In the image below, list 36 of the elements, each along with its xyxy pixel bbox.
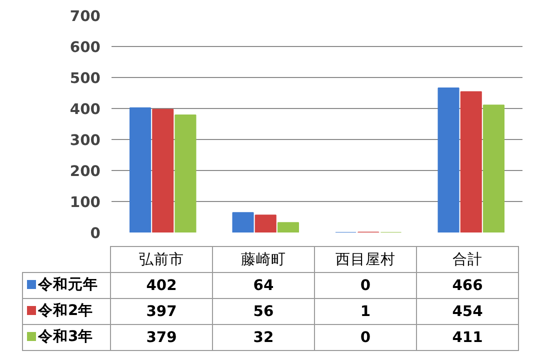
bar [254,214,276,232]
y-tick-label: 200 [70,163,100,180]
y-tick-label: 500 [70,70,100,87]
x-tick-label: 西目屋村 [314,246,416,272]
data-label: 379 [110,324,212,350]
bar [129,107,152,232]
x-tick-label: 藤崎町 [212,246,314,272]
y-tick-label: 600 [70,39,100,56]
bar [232,212,254,232]
y-tick-label: 100 [70,194,100,211]
bar [438,88,460,232]
data-label: 454 [416,298,518,324]
data-label: 0 [314,272,416,298]
data-label: 466 [416,272,518,298]
bar [482,104,505,232]
data-label: 1 [314,298,416,324]
data-label: 397 [110,298,212,324]
data-label: 56 [212,298,314,324]
bar [460,91,482,232]
data-label: 32 [212,324,314,350]
bar [174,114,196,232]
y-tick-label: 300 [70,132,100,149]
data-label: 402 [110,272,212,298]
data-label: 411 [416,324,518,350]
data-label: 0 [314,324,416,350]
y-tick-label: 0 [90,225,101,242]
legend-label: 令和3年 [22,324,110,350]
x-tick-label: 弘前市 [110,246,212,272]
y-tick-label: 700 [70,8,100,25]
data-label: 64 [212,272,314,298]
legend-label: 令和2年 [22,298,110,324]
bar [152,108,174,232]
legend-label: 令和元年 [22,272,110,298]
x-tick-label: 合計 [416,246,518,272]
bar [277,222,300,232]
y-tick-label: 400 [70,101,100,118]
